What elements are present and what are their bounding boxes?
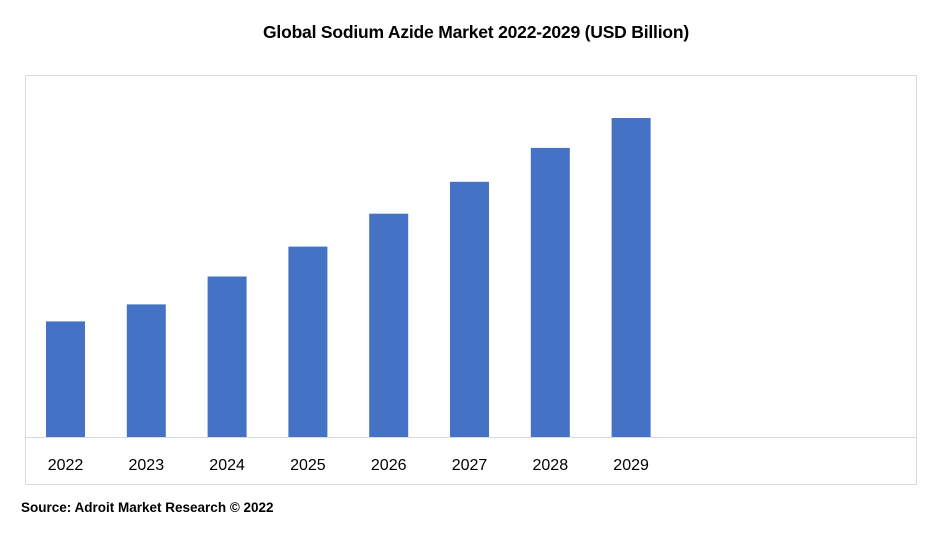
x-tick-label-2027: 2027: [452, 457, 488, 474]
x-tick-label-2022: 2022: [48, 457, 84, 474]
x-tick-label-2029: 2029: [613, 457, 649, 474]
source-note: Source: Adroit Market Research © 2022: [21, 500, 274, 515]
x-tick-label-2025: 2025: [290, 457, 326, 474]
bar-2024: [207, 276, 247, 437]
bar-2022: [46, 321, 85, 437]
x-tick-labels: 2022 2023 2024 2025 2026 2027 2028 2029: [48, 457, 649, 474]
bar-2029: [611, 118, 651, 437]
plot-area-border: [25, 75, 917, 485]
bar-2028: [530, 147, 570, 437]
bars-group: [46, 118, 651, 437]
bar-2025: [288, 246, 328, 437]
x-tick-label-2028: 2028: [533, 457, 569, 474]
bar-2023: [126, 304, 166, 437]
bar-2027: [450, 181, 489, 437]
bar-2026: [369, 213, 409, 437]
chart-title: Global Sodium Azide Market 2022-2029 (US…: [263, 22, 689, 42]
x-tick-label-2024: 2024: [209, 457, 245, 474]
x-tick-label-2023: 2023: [129, 457, 165, 474]
x-tick-label-2026: 2026: [371, 457, 407, 474]
